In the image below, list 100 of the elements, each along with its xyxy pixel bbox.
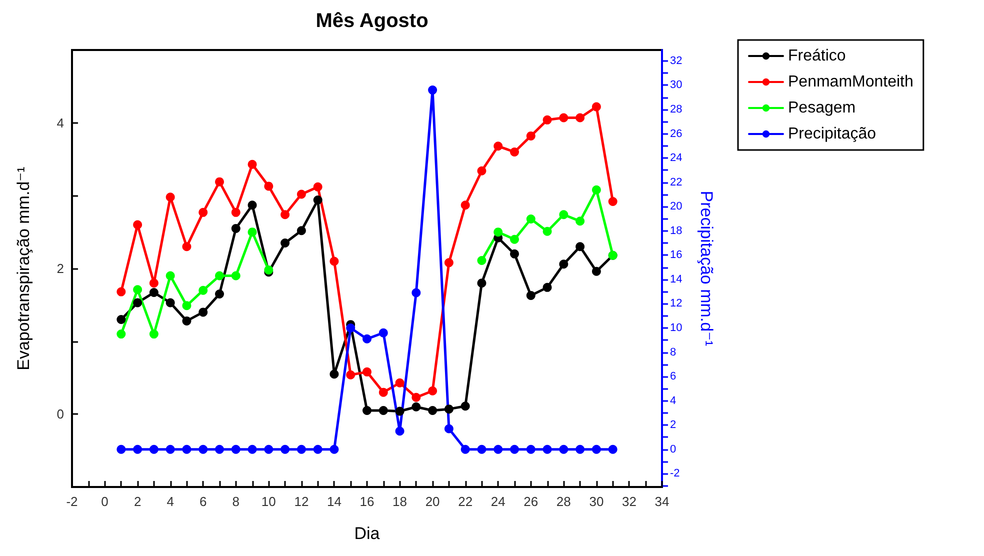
point	[395, 378, 404, 388]
point	[248, 160, 257, 169]
y2-tick-label: 8	[670, 346, 676, 358]
point	[428, 86, 438, 95]
point	[215, 289, 224, 298]
point	[378, 388, 388, 397]
y2-tick-label: 26	[670, 128, 682, 140]
point	[313, 182, 322, 192]
y2-tick-label: 18	[670, 224, 682, 237]
point	[264, 182, 274, 191]
y2-tick-label: -2	[670, 468, 680, 480]
point	[296, 444, 306, 454]
point	[378, 406, 388, 416]
point	[494, 142, 503, 151]
point	[378, 328, 388, 338]
point	[460, 402, 470, 411]
x-tick-label: 24	[490, 494, 506, 509]
point	[133, 444, 142, 454]
y2-tick-label: 32	[670, 54, 682, 67]
point	[510, 147, 519, 156]
point	[510, 249, 519, 258]
point	[149, 288, 158, 298]
point	[526, 131, 536, 140]
x-tick-label: 16	[360, 494, 374, 509]
point	[592, 185, 601, 194]
point	[444, 424, 454, 434]
point	[166, 271, 175, 280]
point	[296, 190, 306, 199]
x-tick-label: 22	[458, 494, 473, 509]
y2-tick-label: 4	[670, 394, 676, 407]
y-tick-label: 2	[56, 261, 64, 276]
y2-tick-label: 28	[670, 103, 682, 116]
point	[133, 298, 142, 308]
y2-tick-label: 12	[670, 298, 682, 310]
point	[280, 238, 290, 248]
point	[444, 404, 454, 414]
point	[526, 214, 536, 224]
point	[346, 323, 356, 332]
y2-tick-label: 20	[670, 200, 682, 213]
point	[559, 444, 568, 454]
y2-tick-label: 24	[670, 152, 682, 164]
x-tick-label: 10	[261, 494, 276, 509]
point	[248, 228, 257, 237]
point	[592, 102, 601, 112]
point	[477, 278, 486, 288]
y-axis-title: Evapotranspiração mm.d⁻¹	[14, 166, 33, 370]
point	[510, 444, 519, 454]
point	[477, 166, 486, 176]
point	[166, 192, 175, 202]
point	[330, 370, 339, 379]
point	[428, 386, 438, 396]
point	[494, 444, 503, 454]
legend-label: Freático	[788, 48, 846, 64]
point	[494, 228, 503, 237]
point	[264, 265, 274, 274]
point	[313, 444, 322, 454]
x-tick-label: 18	[392, 494, 408, 509]
point	[460, 200, 470, 210]
point	[526, 290, 536, 300]
point	[576, 242, 585, 252]
point	[116, 314, 126, 324]
point	[116, 330, 126, 339]
chart-title: Mês Agosto	[316, 10, 428, 32]
y2-tick-label: 22	[670, 176, 682, 188]
x-tick-label: 28	[556, 494, 571, 509]
point	[559, 113, 568, 122]
point	[231, 208, 240, 217]
point	[280, 210, 290, 220]
point	[116, 444, 126, 454]
point	[608, 444, 618, 454]
y2-tick-label: 2	[670, 419, 676, 432]
point	[231, 224, 240, 233]
point	[133, 285, 142, 294]
point	[296, 226, 306, 236]
point	[608, 196, 618, 206]
x-tick-label: 14	[326, 494, 342, 509]
x-tick-label: 6	[199, 494, 207, 509]
point	[559, 210, 568, 220]
point	[231, 444, 240, 454]
point	[264, 444, 274, 454]
x-tick-label: 20	[425, 494, 440, 509]
point	[149, 330, 158, 339]
point	[592, 266, 601, 276]
point	[576, 216, 585, 226]
x-tick-label: 12	[294, 494, 309, 509]
point	[362, 334, 372, 344]
point	[313, 196, 322, 205]
point	[166, 298, 175, 308]
point	[412, 392, 421, 402]
point	[412, 288, 421, 298]
point	[198, 308, 208, 317]
x-tick-label: 34	[654, 494, 670, 509]
point	[149, 444, 158, 454]
point	[346, 370, 356, 380]
point	[576, 444, 585, 454]
x-tick-label: 26	[524, 494, 538, 509]
legend-label: Precipitação	[788, 126, 876, 142]
x-tick-label: 4	[166, 494, 174, 509]
point	[182, 301, 192, 310]
point	[412, 402, 421, 412]
